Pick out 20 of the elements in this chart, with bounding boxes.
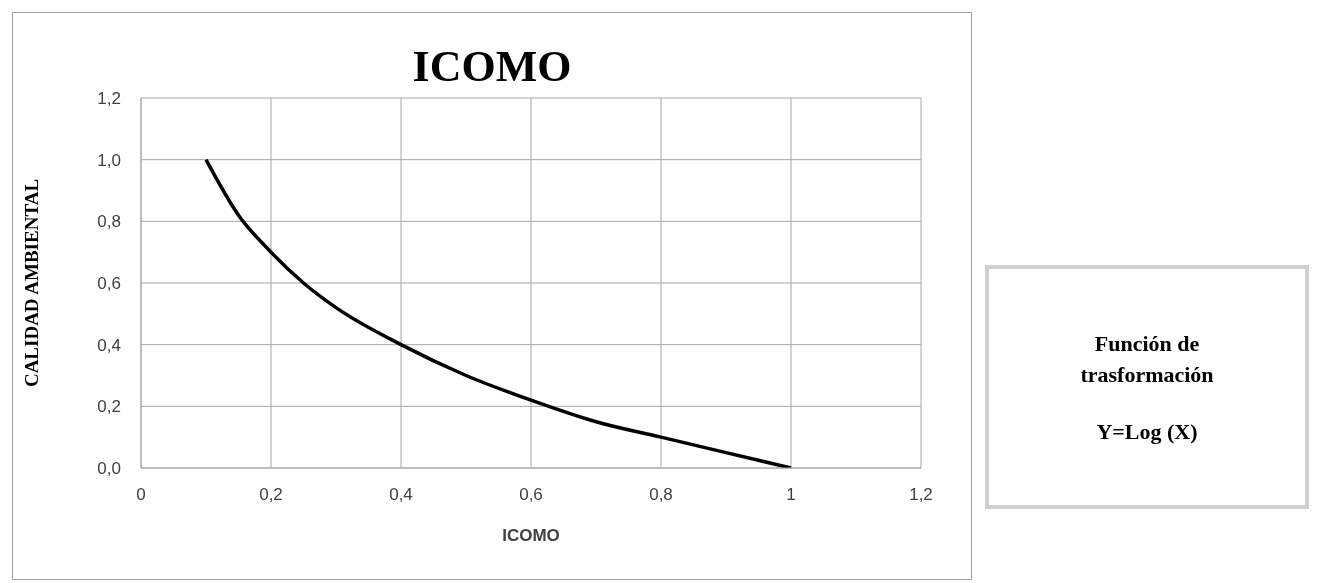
line-series [204, 157, 793, 468]
y-tick-label: 1,2 [97, 89, 121, 109]
y-tick-label: 1,0 [97, 150, 121, 170]
x-tick-label: 0,2 [259, 485, 283, 505]
x-tick-label: 0,8 [649, 485, 673, 505]
y-tick-label: 0,6 [97, 274, 121, 294]
x-tick-label: 1,2 [909, 485, 933, 505]
y-axis-title: CALIDAD AMBIENTAL [20, 178, 42, 388]
text: Función de trasformación [1079, 329, 1215, 389]
y-tick-label: 0,8 [97, 212, 121, 232]
chart-title: ICOMO [412, 42, 572, 91]
y-tick-label: 0,0 [97, 459, 121, 479]
x-tick-label: 0,4 [389, 485, 413, 505]
x-tick-label: 0 [136, 485, 146, 505]
y-tick-label: 0,2 [97, 397, 121, 417]
x-tick-label: 0,6 [519, 485, 543, 505]
y-tick-label: 0,4 [97, 335, 121, 355]
x-tick-label: 1 [786, 485, 796, 505]
x-axis-title: ICOMO [502, 526, 560, 545]
text: Y=Log (X) [1095, 417, 1199, 446]
